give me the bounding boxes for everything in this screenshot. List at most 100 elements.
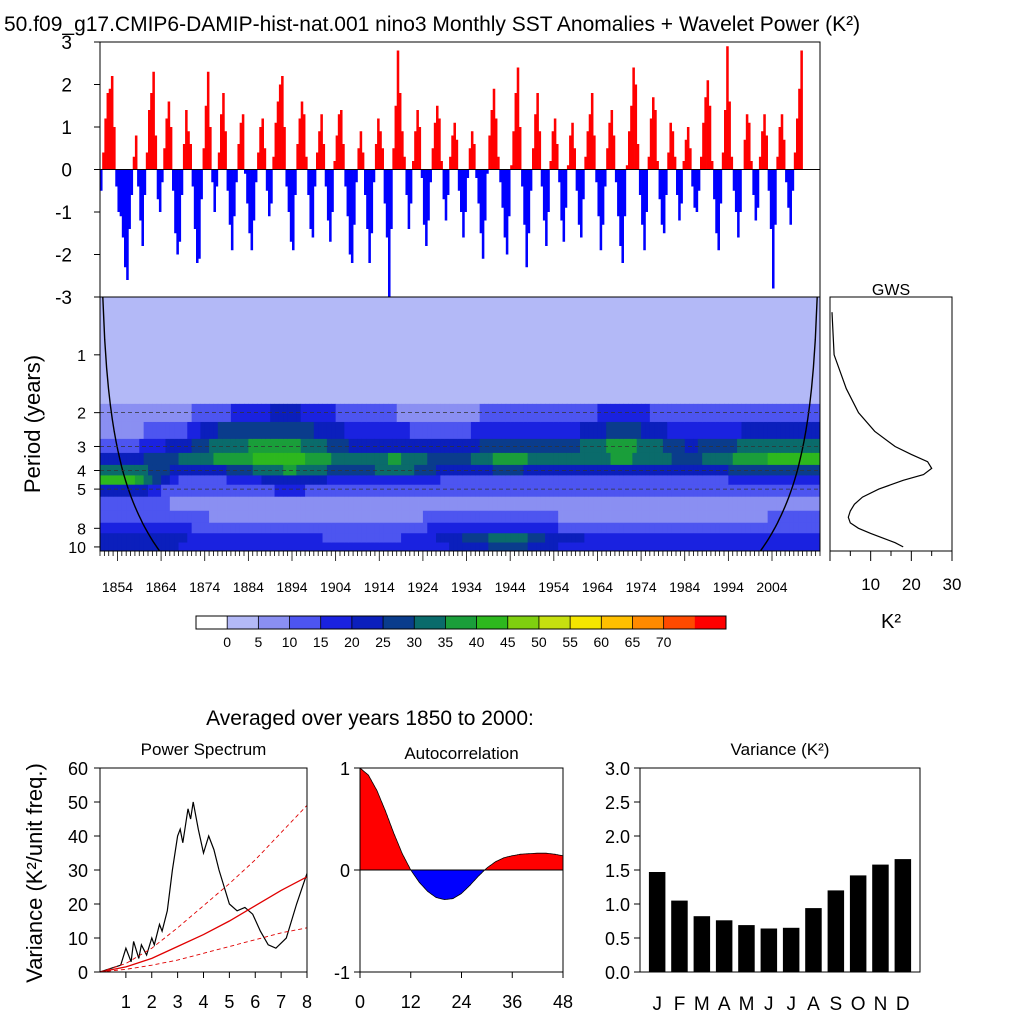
anomaly-bar [730,156,734,170]
wavelet-cell [649,484,655,498]
wavelet-cell [292,475,297,486]
wavelet-cell [444,475,450,486]
wavelet-cell [558,484,563,498]
wavelet-cell [558,510,563,524]
wavelet-cell [549,542,555,551]
wavelet-cell [100,542,105,551]
month-label: N [874,994,888,1015]
wavelet-cell [196,542,201,551]
wavelet-cell [366,403,371,423]
wavelet-cell [527,522,533,534]
wavelet-cell [405,542,411,551]
wavelet-cell [117,403,123,423]
wavelet-cell [767,403,773,423]
wavelet-cell [414,522,419,534]
wavelet-cell [758,542,764,551]
wavelet-cell [248,510,254,524]
wavelet-cell [401,496,406,512]
wavelet-cell [772,542,777,551]
wavelet-cell [780,533,786,543]
wavelet-cell [230,533,236,543]
anomaly-bar [588,114,592,170]
colorbar-swatch [351,616,384,629]
wavelet-cell [235,475,241,486]
wavelet-cell [117,542,123,551]
wavelet-cell [374,484,380,498]
variance-bar [671,900,688,972]
wavelet-cell [361,452,367,466]
confidence-lower-line [99,927,308,973]
wavelet-cell [654,403,659,423]
wavelet-cell [606,496,611,512]
wavelet-cell [126,496,131,512]
wavelet-cell [785,421,790,440]
wavelet-cell [104,475,110,486]
wavelet-cell [623,484,629,498]
wavelet-cell [536,510,542,524]
wavelet-cell [588,542,594,551]
anomaly-bar [510,165,513,170]
wavelet-cell [108,421,114,440]
wavelet-cell [235,510,241,524]
wavelet-cell [182,542,188,551]
wavelet-cell [292,452,297,466]
wavelet-cell [174,475,179,486]
wavelet-cell [283,533,289,543]
wavelet-cell [789,522,795,534]
wavelet-cell [479,542,485,551]
wavelet-cell [270,421,275,440]
positive-area [485,853,563,870]
wavelet-cell [344,533,350,543]
anomaly-bar [202,148,206,170]
wavelet-cell [710,510,716,524]
wavelet-cell [636,484,642,498]
wavelet-cell [462,421,467,440]
wavelet-cell [514,484,520,498]
x-tick-label: 7 [276,992,286,1012]
anomaly-bar [665,169,668,195]
wavelet-cell [536,464,542,476]
wavelet-cell [409,464,415,476]
wavelet-cell [100,475,105,486]
wavelet-cell [169,421,175,440]
wavelet-cell [758,522,764,534]
wavelet-cell [326,510,332,524]
wavelet-cell [597,403,603,423]
wavelet-cell [514,542,520,551]
wavelet-cell [427,533,433,543]
x-tick-label: 1994 [713,579,744,595]
x-tick-label: 1854 [102,579,133,595]
wavelet-cell [518,452,524,466]
wavelet-cell [549,533,555,543]
wavelet-cell [148,522,153,534]
acf-title: Autocorrelation [404,744,518,763]
wavelet-cell [466,510,472,524]
wavelet-cell [466,403,472,423]
wavelet-cell [641,533,646,543]
wavelet-cell [409,403,415,423]
anomaly-bar [473,144,476,170]
wavelet-cell [702,452,707,466]
wavelet-cell [532,510,537,524]
wavelet-cell [344,484,350,498]
wavelet-cell [217,496,223,512]
wavelet-cell [440,438,446,454]
wavelet-cell [244,484,249,498]
wavelet-cell [161,542,166,551]
wavelet-cell [584,510,590,524]
wavelet-cell [366,496,371,512]
wavelet-cell [697,496,703,512]
wavelet-cell [104,533,110,543]
variance-bar [760,928,778,972]
wavelet-cell [331,452,337,466]
wavelet-cell [776,438,782,454]
anomaly-bar [150,93,153,170]
wavelet-cell [497,421,502,440]
wavelet-cell [614,438,620,454]
wavelet-cell [305,496,310,512]
wavelet-cell [383,464,389,476]
anomaly-bar [488,135,491,170]
wavelet-cell [558,475,563,486]
wavelet-cell [785,496,790,512]
wavelet-cell [754,438,760,454]
